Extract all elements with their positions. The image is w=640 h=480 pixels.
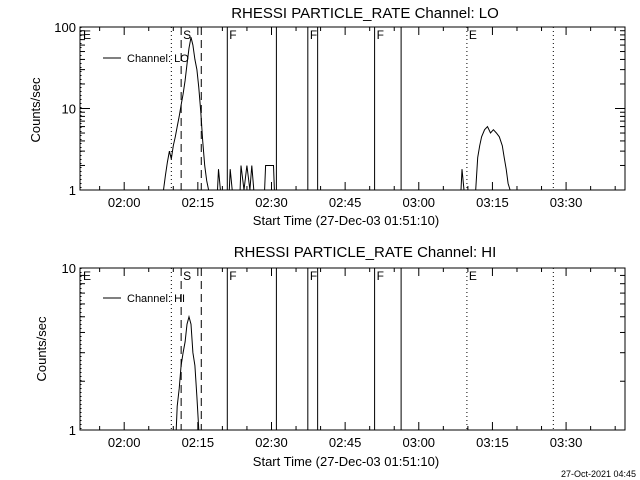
hi-y-ticks: 1 10 xyxy=(62,261,625,438)
hi-x-tick-label-1: 02:15 xyxy=(182,435,215,450)
hi-x-tick-label-3: 02:45 xyxy=(329,435,362,450)
hi-title: RHESSI PARTICLE_RATE Channel: HI xyxy=(234,244,497,261)
lo-marker-label-0: E xyxy=(83,28,91,42)
lo-series xyxy=(163,37,511,191)
lo-y-tick-label-2: 100 xyxy=(54,20,76,35)
lo-plot-frame xyxy=(79,26,626,191)
hi-x-tick-label-0: 02:00 xyxy=(108,435,141,450)
hi-marker-label-10: E xyxy=(469,269,477,283)
lo-marker-label-4: F xyxy=(229,28,236,42)
hi-x-tick-label-2: 02:30 xyxy=(255,435,288,450)
hi-marker-label-6: F xyxy=(310,269,317,283)
hi-x-tick-label-4: 03:00 xyxy=(403,435,436,450)
lo-legend-label: Channel: LO xyxy=(127,53,189,65)
lo-x-axis-label: Start Time (27-Dec-03 01:51:10) xyxy=(253,213,439,228)
hi-plot-frame xyxy=(79,267,626,431)
lo-y-axis-label: Counts/sec xyxy=(28,77,43,143)
lo-x-tick-label-4: 03:00 xyxy=(403,195,436,210)
lo-y-tick-label-0: 1 xyxy=(69,183,76,198)
hi-marker-label-8: F xyxy=(377,269,384,283)
hi-marker-label-1: S xyxy=(183,269,191,283)
lo-x-tick-label-1: 02:15 xyxy=(182,195,215,210)
hi-x-axis-label: Start Time (27-Dec-03 01:51:10) xyxy=(253,454,439,469)
lo-x-ticks: 02:00 02:15 02:30 02:45 03:00 03:15 03:30 xyxy=(99,27,616,210)
hi-series-line-0 xyxy=(175,314,200,431)
lo-title: RHESSI PARTICLE_RATE Channel: LO xyxy=(231,5,499,22)
lo-x-tick-label-3: 02:45 xyxy=(329,195,362,210)
lo-x-tick-label-2: 02:30 xyxy=(255,195,288,210)
generation-timestamp: 27-Oct-2021 04:45 xyxy=(560,469,636,479)
lo-x-tick-label-0: 02:00 xyxy=(108,195,141,210)
hi-series xyxy=(175,314,200,431)
lo-marker-label-1: S xyxy=(183,28,191,42)
lo-y-tick-label-1: 10 xyxy=(62,102,76,117)
hi-y-tick-label-0: 1 xyxy=(69,423,76,438)
hi-x-tick-label-5: 03:15 xyxy=(476,435,509,450)
hi-marker-label-4: F xyxy=(229,269,236,283)
hi-y-tick-label-1: 10 xyxy=(62,261,76,276)
lo-marker-label-8: F xyxy=(377,28,384,42)
lo-x-tick-label-5: 03:15 xyxy=(476,195,509,210)
hi-legend-label: Channel: HI xyxy=(127,293,185,305)
lo-x-tick-label-6: 03:30 xyxy=(550,195,583,210)
hi-x-ticks: 02:00 02:15 02:30 02:45 03:00 03:15 03:30 xyxy=(99,268,616,450)
lo-y-ticks: 1 10 100 xyxy=(54,20,625,198)
lo-marker-label-10: E xyxy=(469,28,477,42)
lo-series-line-0 xyxy=(163,37,511,191)
hi-marker-label-0: E xyxy=(83,269,91,283)
hi-x-tick-label-6: 03:30 xyxy=(550,435,583,450)
hi-y-axis-label: Counts/sec xyxy=(34,316,49,382)
lo-marker-label-6: F xyxy=(310,28,317,42)
